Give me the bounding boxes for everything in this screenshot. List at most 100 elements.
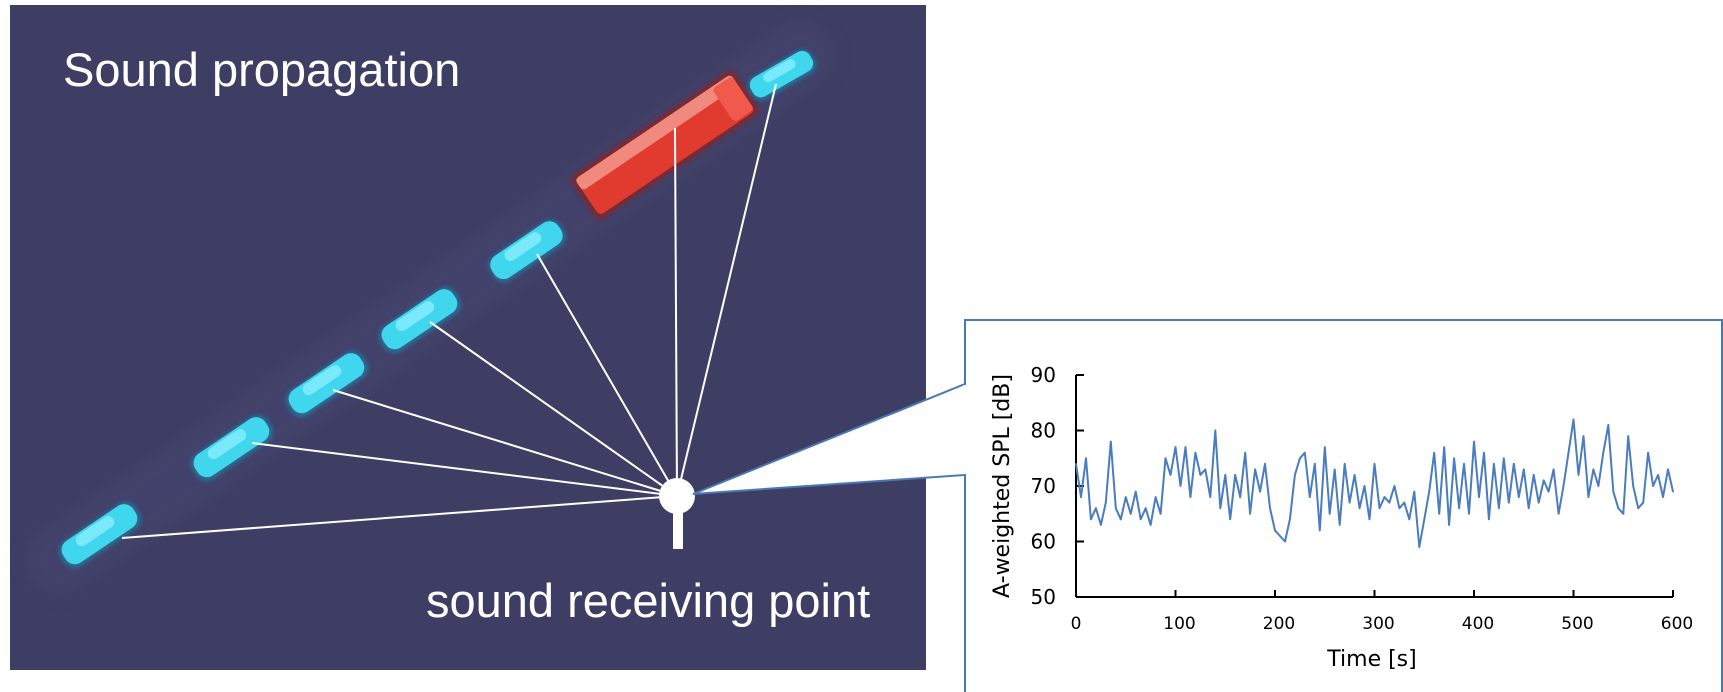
spl-data-point [1180,485,1182,487]
spl-data-point [1254,469,1256,471]
spl-data-point [1239,496,1241,498]
spl-data-point [1637,507,1639,509]
spl-data-point [1190,496,1192,498]
spl-data-point [1155,496,1157,498]
spl-data-point [1419,546,1421,548]
spl-data-point [1528,507,1530,509]
spl-data-point [1225,474,1227,476]
spl-data-point [1115,507,1117,509]
spl-data-point [1284,541,1286,543]
spl-data-point [1647,452,1649,454]
spl-data-point [1339,524,1341,526]
spl-data-point [1200,474,1202,476]
spl-data-point [1294,474,1296,476]
spl-data-point [1384,496,1386,498]
x-axis-label: Time [s] [1326,647,1416,672]
spl-data-point [1473,441,1475,443]
x-tick-label: 0 [1071,614,1082,634]
spl-data-point [1608,424,1610,426]
spl-data-point [1259,491,1261,493]
spl-data-point [1244,452,1246,454]
spl-data-point [1573,419,1575,421]
spl-data-point [1379,507,1381,509]
spl-data-point [1632,485,1634,487]
spl-data-point [1488,519,1490,521]
spl-data-point [1075,463,1077,465]
spl-data-point [1443,446,1445,448]
spl-data-point [1274,530,1276,532]
spl-data-point [1414,491,1416,493]
spl-data-point [1120,519,1122,521]
spl-data-point [1394,485,1396,487]
x-tick-label: 300 [1362,614,1394,634]
spl-data-point [1314,463,1316,465]
spl-data-point [1165,458,1167,460]
spl-data-point [1428,491,1430,493]
spl-data-point [1110,441,1112,443]
spl-data-point [1334,469,1336,471]
spl-data-point [1100,524,1102,526]
spl-data-point [1249,513,1251,515]
spl-data-point [1085,458,1087,460]
spl-data-point [1279,535,1281,537]
x-tick-label: 600 [1661,614,1693,634]
spl-data-point [1409,519,1411,521]
spl-data-point [1662,496,1664,498]
spl-data-point [1468,513,1470,515]
spl-data-point [1583,435,1585,437]
receiver-label: sound receiving point [426,574,870,627]
x-tick-label: 400 [1462,614,1494,634]
spl-data-point [1498,507,1500,509]
spl-data-point [1090,519,1092,521]
spl-data-point [1563,485,1565,487]
spl-chart-panel: 5060708090 0 100 200 300 400 500 600 Time [s] … [965,320,1722,692]
spl-data-point [1458,507,1460,509]
spl-data-point [1150,524,1152,526]
spl-data-point [1264,463,1266,465]
spl-data-point [1105,502,1107,504]
spl-data-point [1543,480,1545,482]
spl-data-point [1553,469,1555,471]
spl-data-point [1478,496,1480,498]
spl-data-point [1229,519,1231,521]
spl-data-point [1374,463,1376,465]
spl-data-point [1145,507,1147,509]
x-tick-label: 200 [1263,614,1295,634]
spl-data-point [1389,502,1391,504]
spl-data-point [1558,513,1560,515]
y-tick-label: 90 [1031,363,1056,387]
spl-data-point [1593,469,1595,471]
spl-data-point [1548,491,1550,493]
spl-data-point [1210,496,1212,498]
spl-data-point [1080,496,1082,498]
spl-data-point [1533,474,1535,476]
spl-data-point [1627,435,1629,437]
spl-data-point [1523,469,1525,471]
spl-data-point [1160,513,1162,515]
spl-data-point [1618,507,1620,509]
spl-data-point [1304,452,1306,454]
scene-title: Sound propagation [63,43,460,96]
spl-data-point [1598,485,1600,487]
spl-data-point [1095,507,1097,509]
spl-data-point [1568,452,1570,454]
spl-data-point [1404,502,1406,504]
spl-data-point [1234,474,1236,476]
y-tick-label: 60 [1031,530,1056,554]
spl-data-point [1289,519,1291,521]
y-axis-label: A-weighted SPL [dB] [990,374,1015,598]
spl-data-point [1344,463,1346,465]
spl-data-point [1603,452,1605,454]
spl-data-point [1463,463,1465,465]
spl-data-point [1364,485,1366,487]
spl-data-point [1135,491,1137,493]
spl-data-point [1309,496,1311,498]
spl-data-point [1359,507,1361,509]
spl-data-point [1613,491,1615,493]
x-tick-label: 100 [1163,614,1195,634]
spl-data-point [1503,458,1505,460]
spl-data-point [1513,463,1515,465]
spl-data-point [1319,530,1321,532]
spl-data-point [1433,452,1435,454]
